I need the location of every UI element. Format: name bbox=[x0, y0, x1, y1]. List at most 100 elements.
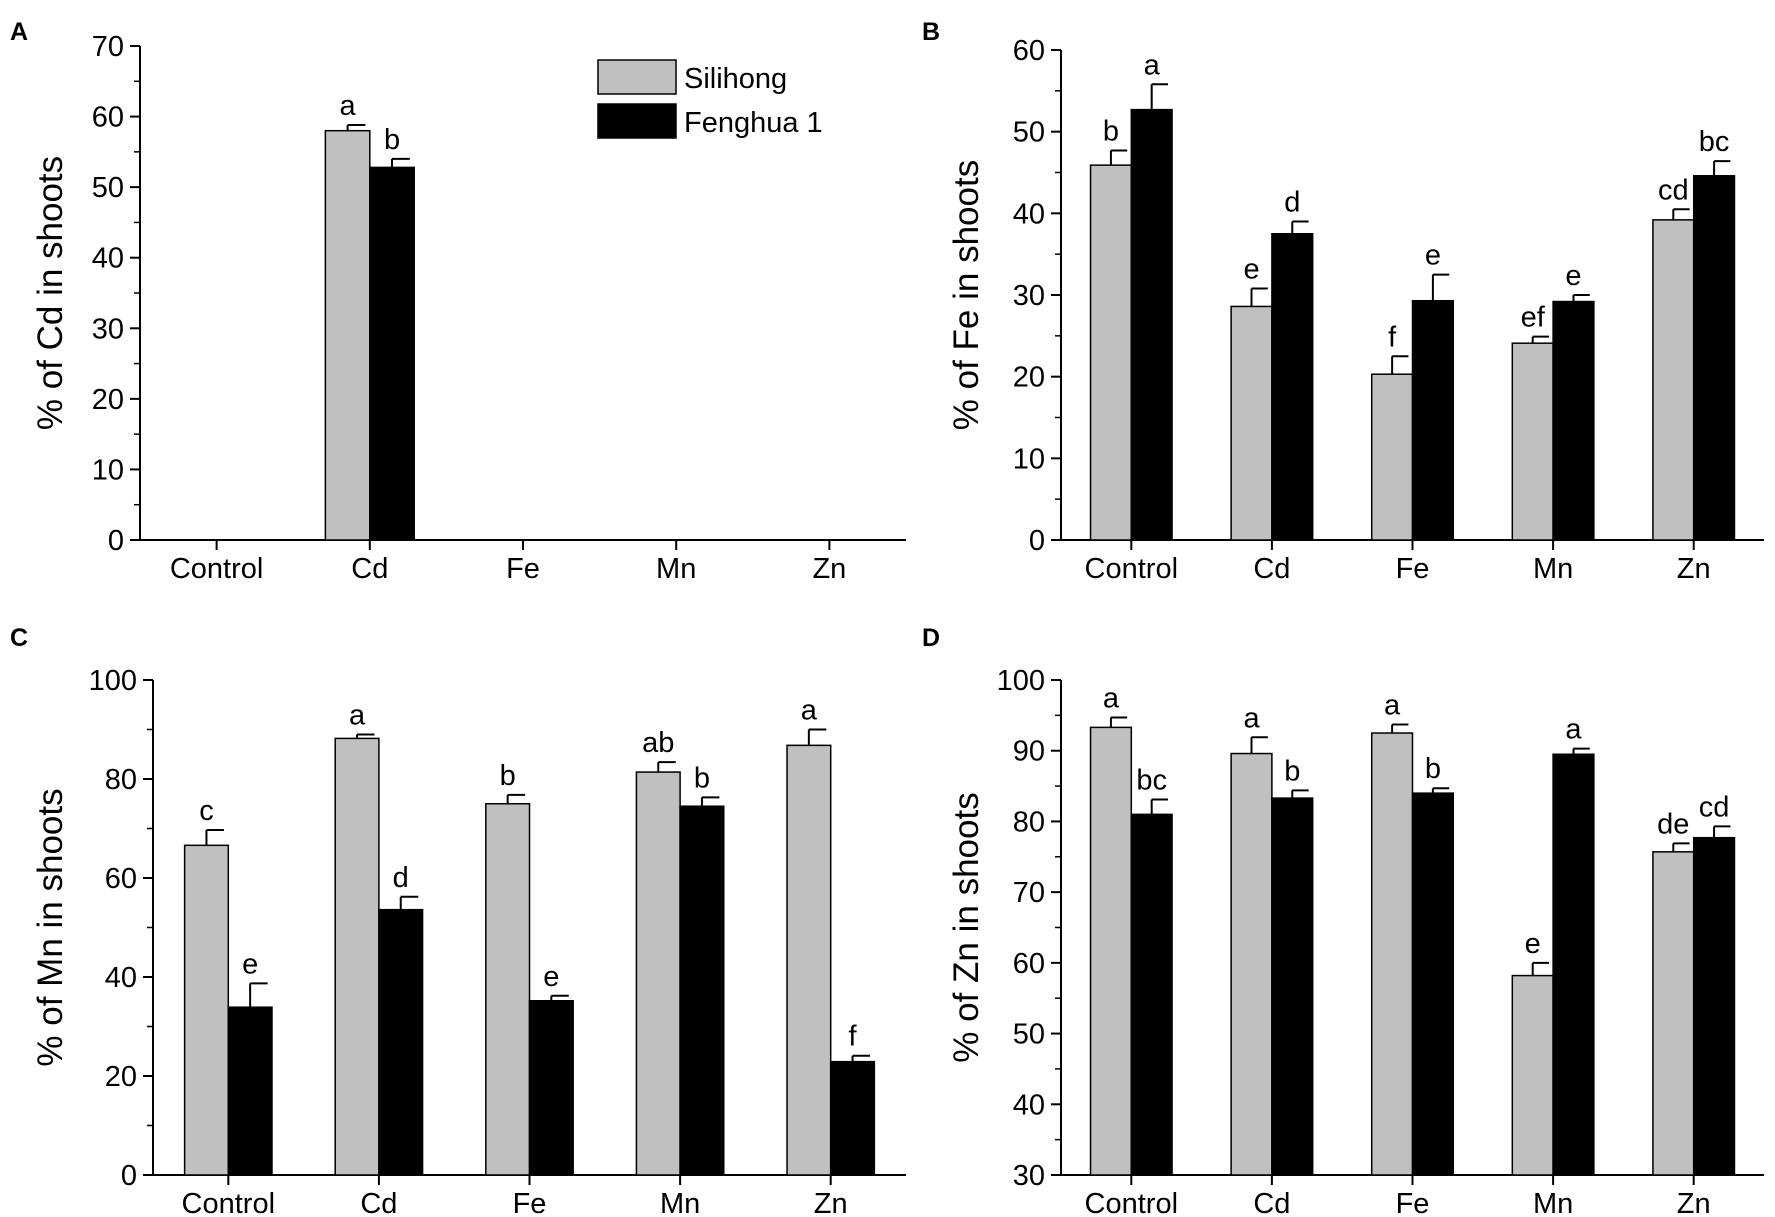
x-tick-label: Zn bbox=[814, 1188, 848, 1217]
y-tick-label: 10 bbox=[1013, 443, 1045, 475]
y-tick-label: 50 bbox=[1013, 117, 1045, 149]
y-tick-label: 0 bbox=[108, 525, 124, 557]
significance-label: e bbox=[1525, 928, 1541, 960]
bar-fenghua-zn bbox=[1692, 836, 1736, 1176]
y-tick-label: 100 bbox=[89, 665, 137, 697]
bar-silihong-cd bbox=[1230, 752, 1273, 1176]
y-tick-label: 30 bbox=[1013, 1160, 1045, 1192]
significance-label: a bbox=[349, 699, 366, 731]
y-tick-label: 70 bbox=[92, 31, 124, 63]
x-tick-label: Mn bbox=[656, 553, 696, 585]
y-tick-label: 70 bbox=[1013, 877, 1045, 909]
x-tick-label: Mn bbox=[1533, 1188, 1573, 1217]
significance-label: cd bbox=[1699, 791, 1730, 823]
y-axis-title: % of Fe in shoots bbox=[947, 160, 986, 430]
significance-label: e bbox=[1243, 253, 1259, 285]
x-tick-label: Fe bbox=[506, 553, 540, 585]
bar-fenghua-cd bbox=[1271, 797, 1314, 1176]
significance-label: e bbox=[242, 948, 258, 980]
x-tick-label: Mn bbox=[1533, 553, 1573, 585]
bar-fenghua-zn bbox=[1692, 175, 1736, 541]
bar-fenghua-cd bbox=[378, 908, 424, 1176]
significance-label: a bbox=[801, 695, 818, 727]
x-tick-label: Fe bbox=[1396, 1188, 1430, 1217]
bar-silihong-control bbox=[1089, 726, 1133, 1176]
y-tick-label: 10 bbox=[92, 454, 124, 486]
significance-label: e bbox=[1565, 260, 1581, 292]
significance-label: a bbox=[1243, 702, 1260, 734]
bar-silihong-control bbox=[183, 844, 230, 1176]
x-tick-label: Cd bbox=[1253, 553, 1290, 585]
bar-silihong-cd bbox=[1230, 305, 1273, 541]
y-tick-label: 40 bbox=[1013, 198, 1045, 230]
significance-label: a bbox=[340, 90, 357, 122]
y-tick-label: 60 bbox=[92, 102, 124, 134]
y-tick-label: 0 bbox=[1029, 525, 1045, 557]
y-tick-label: 50 bbox=[1013, 1019, 1045, 1051]
significance-label: f bbox=[1388, 321, 1397, 353]
x-tick-label: Zn bbox=[1677, 553, 1711, 585]
x-tick-label: Fe bbox=[513, 1188, 547, 1217]
bar-fenghua-control bbox=[1130, 813, 1173, 1176]
significance-label: cd bbox=[1658, 174, 1689, 206]
significance-label: b bbox=[1284, 755, 1300, 787]
panel-letter: B bbox=[922, 18, 940, 46]
legend-label: Fenghua 1 bbox=[684, 107, 823, 139]
y-tick-label: 20 bbox=[1013, 362, 1045, 394]
bar-fenghua-cd bbox=[369, 166, 415, 541]
significance-label: de bbox=[1657, 808, 1689, 840]
bar-fenghua-mn bbox=[679, 805, 725, 1176]
panel-letter: D bbox=[922, 624, 940, 652]
y-tick-label: 50 bbox=[92, 172, 124, 204]
y-tick-label: 100 bbox=[997, 665, 1045, 697]
y-axis-title: % of Zn in shoots bbox=[947, 792, 986, 1062]
y-tick-label: 20 bbox=[105, 1061, 137, 1093]
y-tick-label: 20 bbox=[92, 384, 124, 416]
x-tick-label: Cd bbox=[360, 1188, 397, 1217]
significance-label: a bbox=[1384, 690, 1401, 722]
panel-letter: A bbox=[10, 18, 28, 46]
bar-silihong-control bbox=[1089, 164, 1133, 541]
bar-fenghua-zn bbox=[829, 1060, 876, 1176]
legend-label: Silihong bbox=[684, 63, 787, 95]
bar-fenghua-mn bbox=[1552, 300, 1595, 541]
bar-silihong-fe bbox=[1370, 373, 1414, 541]
significance-label: bc bbox=[1699, 126, 1730, 158]
x-tick-label: Fe bbox=[1396, 553, 1430, 585]
bar-fenghua-mn bbox=[1552, 753, 1595, 1176]
bar-fenghua-control bbox=[1130, 108, 1173, 541]
y-axis-title: % of Mn in shoots bbox=[31, 788, 70, 1066]
bar-fenghua-fe bbox=[1411, 299, 1455, 541]
significance-label: b bbox=[694, 762, 710, 794]
significance-label: b bbox=[1103, 115, 1119, 147]
x-tick-label: Cd bbox=[351, 553, 388, 585]
panel-d: D % of Zn in shoots 30 40 50 60 70 80 90 100 Contr… bbox=[922, 624, 1764, 1217]
significance-label: ef bbox=[1521, 302, 1546, 334]
legend: Silihong Fenghua 1 bbox=[597, 59, 823, 139]
y-tick-label: 0 bbox=[121, 1160, 137, 1192]
significance-label: e bbox=[543, 961, 559, 993]
bar-silihong-fe bbox=[485, 803, 531, 1176]
y-tick-label: 60 bbox=[1013, 35, 1045, 67]
significance-label: a bbox=[1565, 714, 1582, 746]
bar-silihong-zn bbox=[1652, 219, 1695, 541]
significance-label: bc bbox=[1136, 765, 1167, 797]
y-tick-label: 60 bbox=[105, 863, 137, 895]
bar-fenghua-cd bbox=[1271, 233, 1314, 541]
bar-silihong-mn bbox=[635, 771, 681, 1176]
significance-label: c bbox=[199, 795, 214, 827]
panel-letter: C bbox=[10, 624, 28, 652]
significance-label: d bbox=[393, 862, 409, 894]
x-tick-label: Zn bbox=[1677, 1188, 1711, 1217]
y-tick-label: 60 bbox=[1013, 948, 1045, 980]
legend-swatch-fenghua bbox=[597, 103, 677, 139]
y-tick-label: 40 bbox=[92, 243, 124, 275]
significance-label: b bbox=[384, 124, 400, 156]
significance-label: b bbox=[1425, 753, 1441, 785]
legend-swatch-silihong bbox=[597, 59, 677, 95]
x-tick-label: Mn bbox=[660, 1188, 700, 1217]
bar-silihong-mn bbox=[1511, 342, 1554, 541]
y-axis-title: % of Cd in shoots bbox=[31, 156, 70, 430]
bar-silihong-cd bbox=[324, 129, 371, 541]
